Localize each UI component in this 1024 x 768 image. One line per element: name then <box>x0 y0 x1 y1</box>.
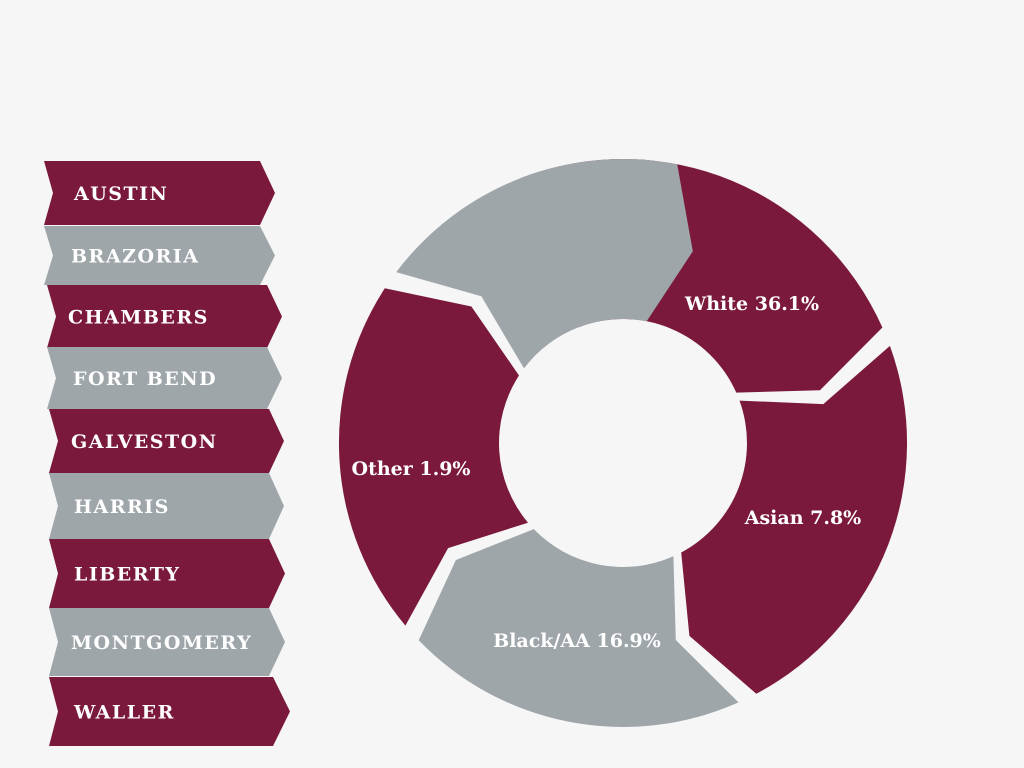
county-label: GALVESTON <box>71 431 218 453</box>
county-ribbon <box>49 409 284 473</box>
segment-shape-other <box>396 158 693 369</box>
county-item-harris: HARRIS <box>49 473 284 539</box>
donut-segment-black-aa: Black/AA 16.9% <box>338 288 661 652</box>
county-label: LIBERTY <box>74 564 180 586</box>
donut-segment-white: White 36.1% <box>681 293 908 694</box>
segment-label-other: Other 1.9% <box>352 458 471 480</box>
county-item-austin: AUSTIN <box>44 161 275 225</box>
county-list: AUSTIN BRAZORIA CHAMBERS FORT BEND GALVESTON… <box>44 161 290 746</box>
county-item-chambers: CHAMBERS <box>47 285 282 348</box>
segment-shape-white <box>681 345 908 694</box>
county-label: HARRIS <box>74 496 170 518</box>
county-ribbon <box>49 473 284 539</box>
county-label: MONTGOMERY <box>71 632 252 654</box>
segment-label-asian: Asian 7.8% <box>744 507 862 529</box>
county-ribbon <box>44 161 275 225</box>
donut-segment-asian: Asian 7.8% <box>418 507 862 727</box>
county-item-montgomery: MONTGOMERY <box>49 608 285 676</box>
county-ribbon <box>49 608 285 676</box>
county-item-liberty: LIBERTY <box>49 539 285 608</box>
county-ribbon <box>47 285 282 348</box>
county-ribbon <box>49 677 290 746</box>
county-ribbon <box>47 347 282 409</box>
county-label: CHAMBERS <box>68 307 209 329</box>
county-label: AUSTIN <box>73 183 168 205</box>
county-label: WALLER <box>73 702 175 724</box>
segment-label-white: White 36.1% <box>684 293 819 315</box>
county-item-galveston: GALVESTON <box>49 409 284 473</box>
county-item-brazoria: BRAZORIA <box>44 226 275 285</box>
segment-label-black-aa: Black/AA 16.9% <box>493 630 661 652</box>
donut-segment-other: Other 1.9% <box>352 158 693 480</box>
segment-shape-black-aa <box>338 288 528 626</box>
demographics-donut-chart: Hispanic 37.3%White 36.1%Asian 7.8%Black… <box>338 158 908 727</box>
county-ribbon <box>44 226 275 285</box>
county-item-waller: WALLER <box>49 677 290 746</box>
county-item-fort-bend: FORT BEND <box>47 347 282 409</box>
county-label: BRAZORIA <box>71 246 199 268</box>
county-label: FORT BEND <box>73 368 217 390</box>
county-ribbon <box>49 539 285 608</box>
segment-shape-asian <box>418 529 739 727</box>
